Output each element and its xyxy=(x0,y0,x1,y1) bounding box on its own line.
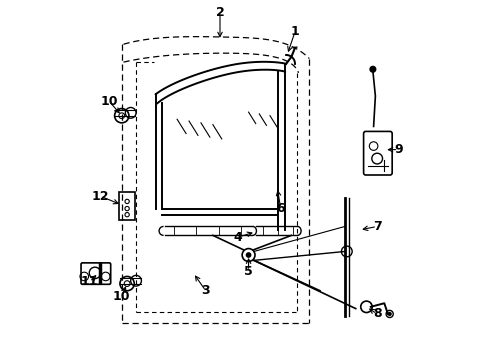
Text: 7: 7 xyxy=(373,220,382,233)
Circle shape xyxy=(246,253,251,257)
Text: 4: 4 xyxy=(233,231,242,244)
Text: 5: 5 xyxy=(244,265,253,278)
Text: 8: 8 xyxy=(373,307,382,320)
Text: 11: 11 xyxy=(81,275,98,288)
Text: 2: 2 xyxy=(216,6,224,19)
Circle shape xyxy=(370,66,376,72)
Text: 6: 6 xyxy=(276,202,285,215)
Text: 1: 1 xyxy=(291,25,299,38)
Text: 12: 12 xyxy=(92,190,109,203)
Text: 10: 10 xyxy=(100,95,118,108)
Text: 3: 3 xyxy=(201,284,210,297)
Text: 10: 10 xyxy=(113,289,130,303)
Circle shape xyxy=(388,312,391,315)
Text: 9: 9 xyxy=(394,143,403,156)
